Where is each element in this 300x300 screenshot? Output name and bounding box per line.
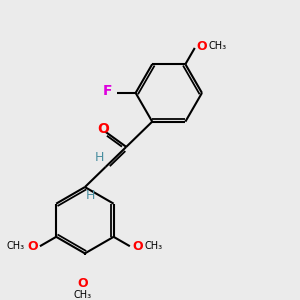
- Text: H: H: [95, 152, 104, 164]
- Text: CH₃: CH₃: [208, 41, 226, 51]
- Text: O: O: [97, 122, 109, 136]
- Text: CH₃: CH₃: [74, 290, 92, 300]
- Text: H: H: [85, 189, 95, 202]
- Text: CH₃: CH₃: [145, 241, 163, 251]
- Text: O: O: [77, 277, 88, 290]
- Text: O: O: [27, 240, 38, 253]
- Text: O: O: [132, 240, 142, 253]
- Text: O: O: [196, 40, 207, 52]
- Text: F: F: [102, 85, 112, 98]
- Text: CH₃: CH₃: [7, 241, 25, 251]
